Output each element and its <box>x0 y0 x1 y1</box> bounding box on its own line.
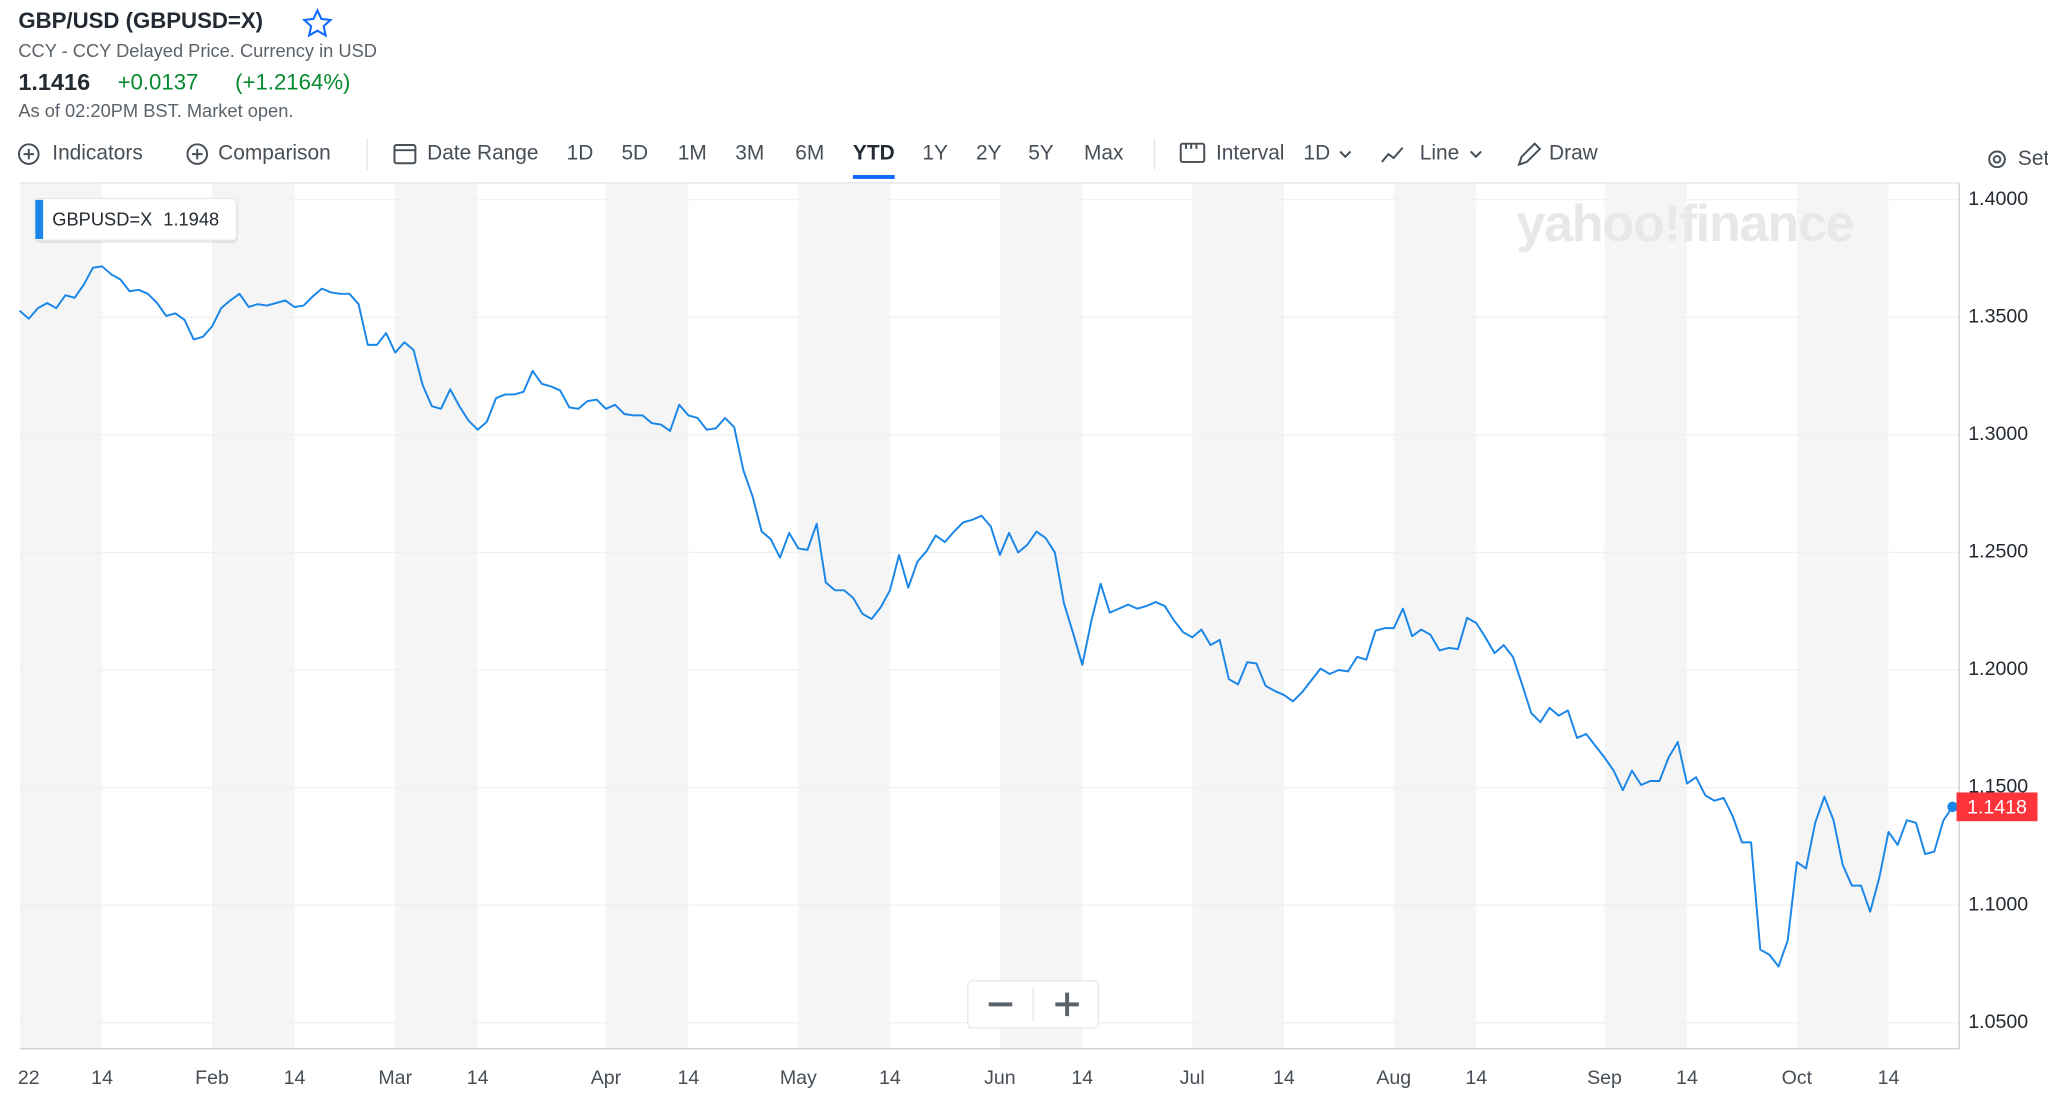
range-tab[interactable]: 2Y <box>976 142 1002 165</box>
comparison-button[interactable]: Comparison <box>218 142 331 165</box>
period-band <box>395 182 478 1049</box>
interval-icon <box>1179 142 1206 163</box>
period-band <box>1796 182 1889 1049</box>
period-band <box>212 182 295 1049</box>
settings-icon <box>1988 150 2006 169</box>
x-tick-label: 14 <box>1676 1067 1698 1089</box>
tooltip-marker <box>35 199 44 240</box>
x-tick-label: Apr <box>591 1067 622 1089</box>
watchlist-star[interactable] <box>301 7 333 38</box>
market-status: As of 02:20PM BST. Market open. <box>18 100 293 121</box>
settings-icon <box>1992 155 2002 164</box>
line-icon <box>1381 146 1404 163</box>
x-tick-label: 14 <box>1071 1067 1093 1089</box>
x-tick-label: 14 <box>1465 1067 1487 1089</box>
chevron <box>1339 150 1352 159</box>
draw-icon <box>1517 142 1542 167</box>
last-price-badge <box>1956 792 2038 822</box>
x-tick-label: May <box>780 1067 817 1089</box>
draw-button[interactable]: Draw <box>1549 142 1599 165</box>
indicators-icon <box>17 143 40 165</box>
watermark: yahoo!finance <box>1516 195 1853 253</box>
period-band <box>1192 182 1284 1049</box>
indicators-button[interactable]: Indicators <box>52 142 143 165</box>
period-band <box>999 182 1083 1049</box>
comparison-icon <box>186 143 209 165</box>
active-tab-underline <box>852 175 895 179</box>
date-range-button[interactable]: Date Range <box>427 142 538 165</box>
x-tick-label: Mar <box>378 1067 412 1089</box>
period-band <box>605 182 689 1049</box>
x-tick-label: Feb <box>195 1067 229 1089</box>
y-tick-label: 1.2500 <box>1968 541 2028 563</box>
x-tick-label: Sep <box>1587 1067 1622 1089</box>
comparison-icon <box>192 148 203 160</box>
x-tick-label: Jun <box>984 1067 1016 1089</box>
x-tick-label: Jul <box>1180 1067 1205 1089</box>
interval-icon <box>1184 143 1198 149</box>
tooltip-series-name: GBPUSD=X <box>52 209 152 230</box>
x-tick-label: Aug <box>1376 1067 1411 1089</box>
range-tab[interactable]: 5Y <box>1028 142 1054 165</box>
tooltip <box>33 197 238 241</box>
chevron <box>1469 150 1482 159</box>
y-tick-label: 1.3000 <box>1968 423 2028 445</box>
range-tab[interactable]: 1M <box>678 142 707 165</box>
quote-subtitle: CCY - CCY Delayed Price. Currency in USD <box>18 40 377 61</box>
y-tick-label: 1.0500 <box>1968 1011 2028 1033</box>
last-point <box>1947 801 1958 813</box>
x-tick-label: 14 <box>677 1067 699 1089</box>
zoom-controls <box>967 980 1100 1029</box>
range-tab[interactable]: 5D <box>621 142 648 165</box>
zoom-in-button[interactable] <box>1055 992 1079 1017</box>
quote-title: GBP/USD (GBPUSD=X) <box>18 8 263 33</box>
range-tab[interactable]: 3M <box>735 142 764 165</box>
range-tab[interactable]: 1D <box>567 142 594 165</box>
y-tick-label: 1.2000 <box>1968 658 2028 680</box>
period-band <box>1604 182 1687 1049</box>
period-band <box>798 182 890 1049</box>
settings-button[interactable]: Settings <box>2018 147 2048 170</box>
toolbar: Indicators Comparison Date Range 1D 5D 1M 3… <box>17 138 2048 179</box>
plot: yahoo!finance 1.0500 1.1000 1.1500 1.2000 1.2… <box>18 182 2038 1089</box>
period-band <box>1393 182 1477 1049</box>
x-tick-label: 14 <box>1878 1067 1900 1089</box>
indicators-icon <box>23 148 34 160</box>
tooltip-value: 1.1948 <box>163 209 219 230</box>
price-change-percent: (+1.2164%) <box>235 69 350 94</box>
chart-type-button[interactable]: Line <box>1420 142 1459 165</box>
interval-value[interactable]: 1D <box>1304 142 1331 165</box>
last-price-label: 1.1418 <box>1967 796 2027 818</box>
x-tick-label: 14 <box>1273 1067 1295 1089</box>
period-band <box>19 182 103 1049</box>
y-tick-label: 1.1500 <box>1968 776 2028 798</box>
interval-label[interactable]: Interval <box>1216 142 1284 165</box>
range-tab[interactable]: Max <box>1084 142 1124 165</box>
price: 1.1416 <box>18 69 90 95</box>
y-tick-label: 1.4000 <box>1968 188 2028 210</box>
range-tabs: 1D 5D 1M 3M 6M YTD 1Y 2Y 5Y Max <box>567 142 1124 179</box>
x-tick-label: Oct <box>1782 1067 1813 1089</box>
price-change: +0.0137 <box>118 69 199 94</box>
range-tab[interactable]: 1Y <box>922 142 948 165</box>
x-tick-label: 14 <box>879 1067 901 1089</box>
calendar-icon <box>393 143 417 165</box>
y-tick-label: 1.1000 <box>1968 893 2028 915</box>
y-tick-label: 1.3500 <box>1968 306 2028 328</box>
range-tab[interactable]: 6M <box>795 142 824 165</box>
x-tick-label: 14 <box>91 1067 113 1089</box>
range-tab[interactable]: YTD <box>853 142 895 165</box>
x-tick-label: 14 <box>467 1067 489 1089</box>
x-tick-label: 14 <box>284 1067 306 1089</box>
x-tick-label: 22 <box>18 1067 40 1089</box>
price-line <box>18 265 1954 968</box>
